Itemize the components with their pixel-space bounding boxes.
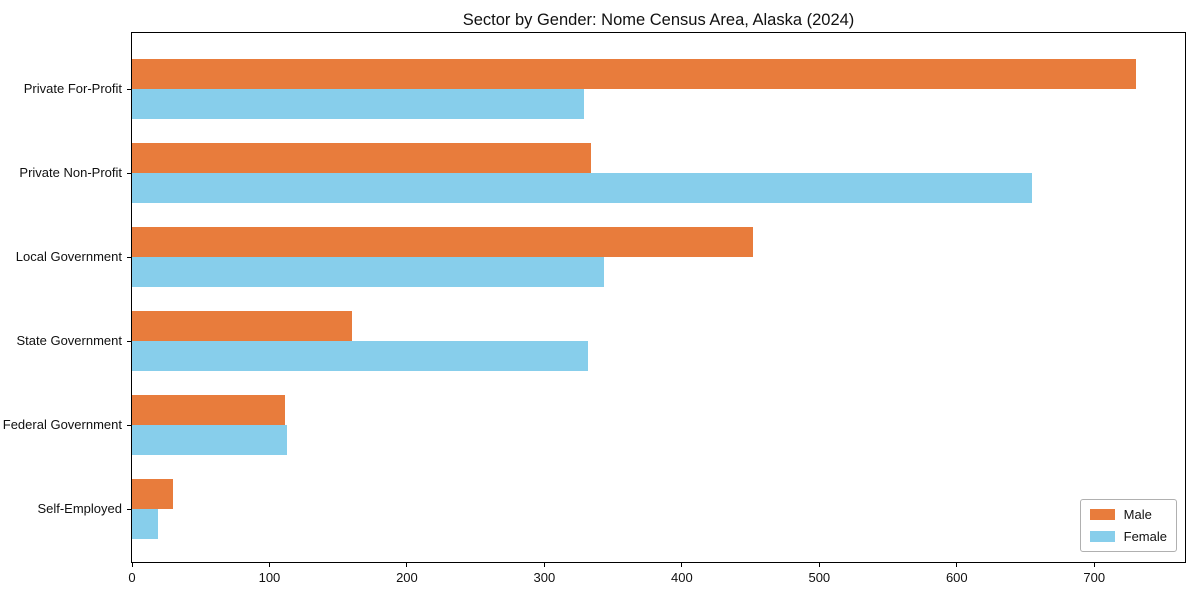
legend-item-female: Female: [1089, 529, 1167, 544]
x-tick-mark: [131, 563, 133, 567]
x-tick-label: 600: [945, 570, 968, 585]
x-tick-label: 500: [808, 570, 831, 585]
y-tick-label: State Government: [16, 333, 123, 348]
bar-female-5: [132, 425, 288, 455]
bar-male-3: [132, 227, 754, 257]
bar-male-2: [132, 143, 592, 173]
chart-title: Sector by Gender: Nome Census Area, Alas…: [462, 11, 855, 29]
legend-label-male: Male: [1123, 507, 1152, 522]
bar-female-3: [132, 257, 604, 287]
bar-male-4: [132, 311, 352, 341]
y-tick-mark: [127, 340, 131, 342]
x-tick-mark: [406, 563, 408, 567]
y-tick-mark: [127, 172, 131, 174]
y-tick-mark: [127, 508, 131, 510]
x-tick-label: 300: [533, 570, 556, 585]
bar-female-2: [132, 173, 1033, 203]
x-tick-mark: [818, 563, 820, 567]
y-tick-label: Self-Employed: [37, 501, 122, 516]
x-tick-label: 700: [1083, 570, 1106, 585]
y-tick-mark: [127, 256, 131, 258]
y-tick-label: Private Non-Profit: [19, 165, 122, 180]
bar-male-6: [132, 479, 174, 509]
bar-female-4: [132, 341, 589, 371]
x-tick-mark: [956, 563, 958, 567]
x-tick-mark: [543, 563, 545, 567]
legend-label-female: Female: [1123, 529, 1167, 544]
x-tick-mark: [268, 563, 270, 567]
y-tick-label: Local Government: [15, 249, 122, 264]
legend: Male Female: [1079, 499, 1177, 552]
x-tick-label: 200: [396, 570, 418, 585]
x-tick-label: 100: [258, 570, 281, 585]
plot-area: Male Female: [131, 32, 1186, 563]
x-tick-label: 400: [671, 570, 693, 585]
bar-female-1: [132, 89, 585, 119]
bar-male-5: [132, 395, 285, 425]
x-tick-mark: [1093, 563, 1095, 567]
legend-swatch-male: [1089, 509, 1115, 520]
y-tick-mark: [127, 88, 131, 90]
y-tick-label: Private For-Profit: [23, 81, 122, 96]
y-tick-label: Federal Government: [2, 417, 122, 432]
bar-male-1: [132, 59, 1136, 89]
legend-swatch-female: [1089, 531, 1115, 542]
y-tick-mark: [127, 424, 131, 426]
x-tick-label: 0: [128, 570, 136, 585]
bar-female-6: [132, 509, 159, 539]
x-tick-mark: [681, 563, 683, 567]
legend-item-male: Male: [1089, 507, 1167, 522]
